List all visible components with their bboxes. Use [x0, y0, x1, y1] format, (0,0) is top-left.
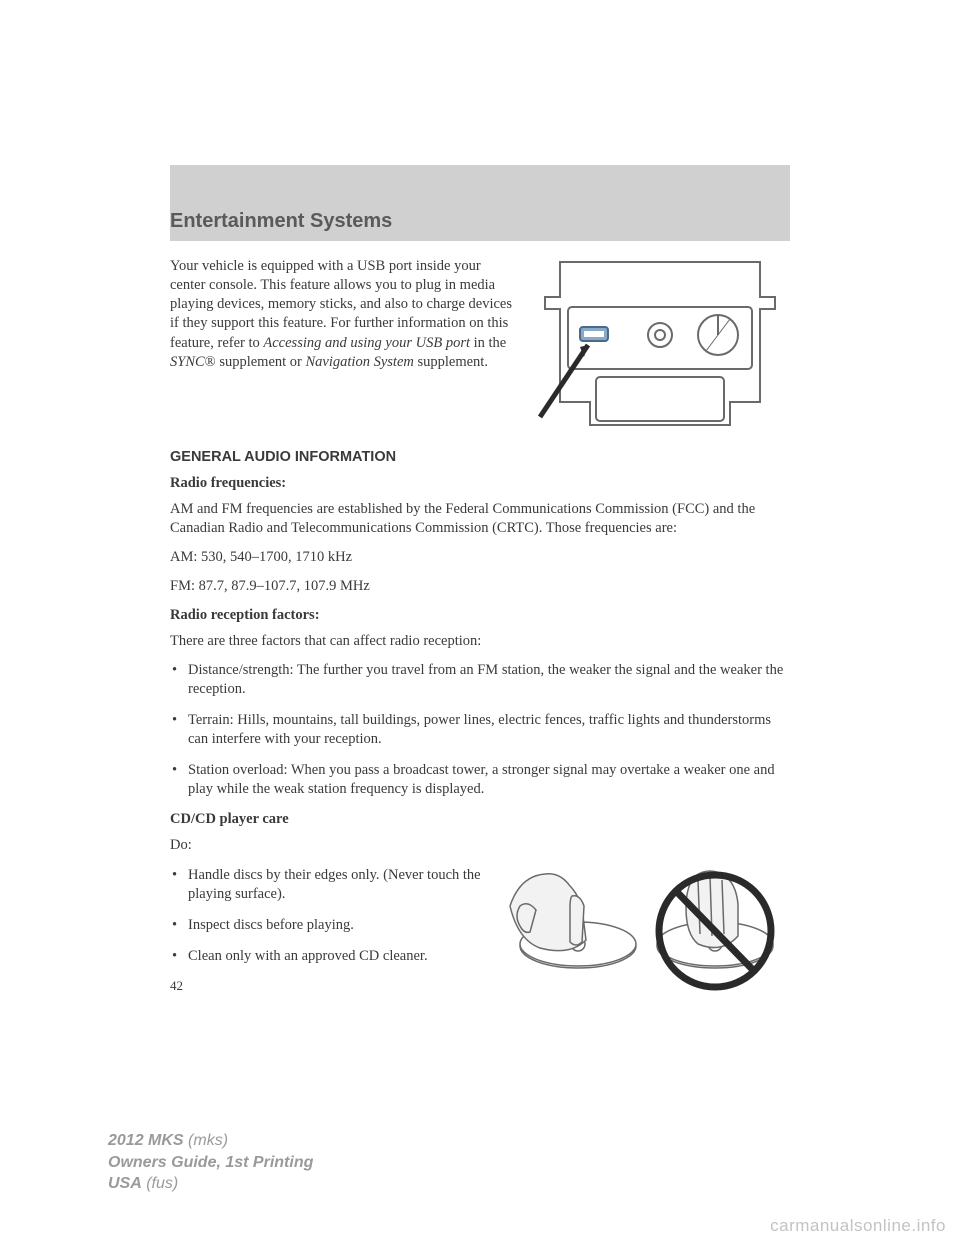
general-audio-heading: GENERAL AUDIO INFORMATION [170, 449, 790, 465]
cd-handling-illustration [500, 836, 790, 996]
footer-model: 2012 MKS [108, 1132, 184, 1149]
cd-care-heading: CD/CD player care [170, 811, 790, 828]
intro-ital3: Navigation System [306, 354, 414, 370]
footer: 2012 MKS (mks) Owners Guide, 1st Printin… [108, 1130, 313, 1195]
reception-heading: Radio reception factors: [170, 607, 790, 624]
intro-block: Your vehicle is equipped with a USB port… [170, 257, 790, 427]
am-freq: AM: 530, 540–1700, 1710 kHz [170, 548, 790, 567]
intro-mid1: in the [470, 335, 506, 351]
intro-tail: supplement. [414, 354, 488, 370]
footer-line1: 2012 MKS (mks) [108, 1130, 313, 1152]
footer-region: USA [108, 1175, 142, 1192]
do-label: Do: [170, 836, 482, 855]
list-item: Distance/strength: The further you trave… [170, 661, 790, 699]
footer-line3: USA (fus) [108, 1173, 313, 1195]
intro-ital2: SYNC [170, 354, 205, 370]
list-item: Clean only with an approved CD cleaner. [170, 947, 482, 966]
page-number: 42 [170, 978, 482, 994]
page-title: Entertainment Systems [170, 210, 392, 233]
fm-freq: FM: 87.7, 87.9–107.7, 107.9 MHz [170, 577, 790, 596]
manual-page: Entertainment Systems Your vehicle is eq… [170, 165, 790, 996]
footer-code: (mks) [184, 1132, 228, 1149]
reception-bullets: Distance/strength: The further you trave… [170, 661, 790, 800]
radio-freq-heading: Radio frequencies: [170, 475, 790, 492]
watermark: carmanualsonline.info [770, 1216, 946, 1236]
footer-region-code: (fus) [142, 1175, 178, 1192]
list-item: Terrain: Hills, mountains, tall building… [170, 711, 790, 749]
intro-text: Your vehicle is equipped with a USB port… [170, 257, 512, 427]
list-item: Inspect discs before playing. [170, 916, 482, 935]
header-band: Entertainment Systems [170, 165, 790, 241]
list-item: Station overload: When you pass a broadc… [170, 761, 790, 799]
cd-block: Do: Handle discs by their edges only. (N… [170, 836, 790, 996]
cd-bullets: Handle discs by their edges only. (Never… [170, 866, 482, 967]
footer-line2: Owners Guide, 1st Printing [108, 1152, 313, 1174]
radio-freq-para: AM and FM frequencies are established by… [170, 500, 790, 538]
cd-left: Do: Handle discs by their edges only. (N… [170, 836, 482, 994]
usb-console-illustration [530, 257, 790, 427]
intro-reg: ® [205, 354, 216, 370]
reception-para: There are three factors that can affect … [170, 632, 790, 651]
list-item: Handle discs by their edges only. (Never… [170, 866, 482, 904]
intro-mid2: supplement or [216, 354, 306, 370]
intro-ital1: Accessing and using your USB port [263, 335, 470, 351]
